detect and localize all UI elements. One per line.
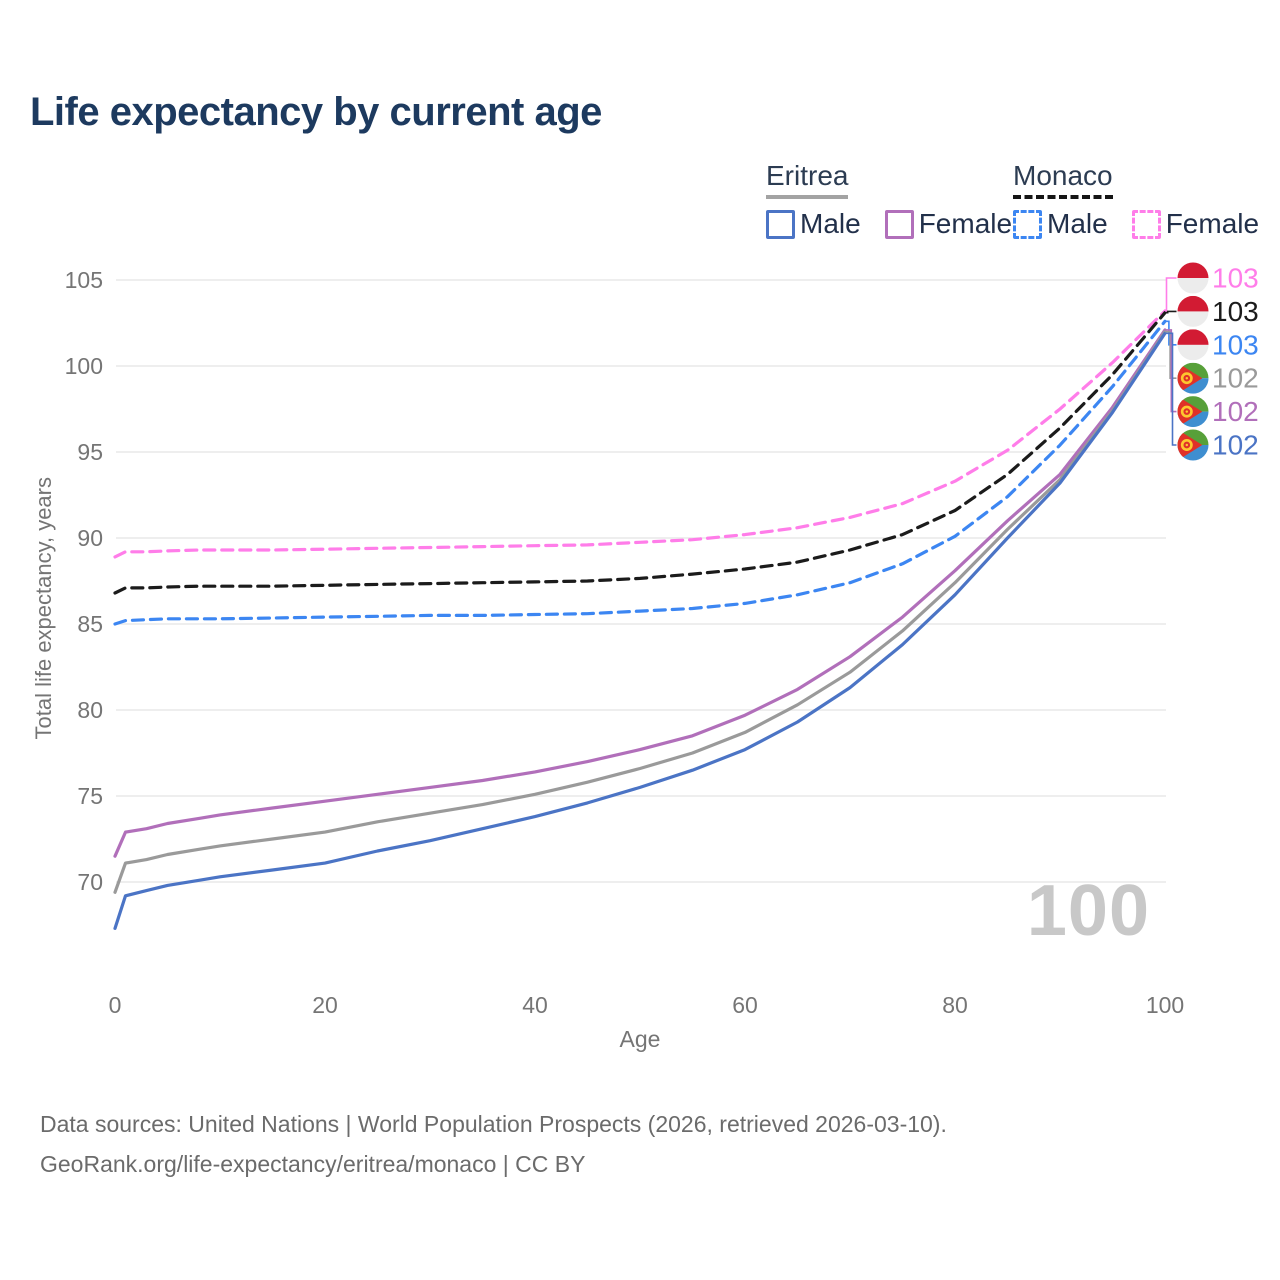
end-label-value: 102 [1212, 363, 1259, 394]
y-axis-title: Total life expectancy, years [31, 477, 56, 740]
legend-group-title-eritrea: Eritrea [766, 160, 849, 199]
x-tick-label: 20 [312, 992, 338, 1018]
legend-item-label: Male [1047, 208, 1108, 239]
legend-item-monaco-female[interactable]: Female [1131, 208, 1260, 240]
series-line-monaco_both [113, 311, 1167, 595]
monaco-male-swatch-icon [1013, 209, 1042, 239]
legend-item-label: Female [918, 208, 1013, 239]
x-tick-label: 40 [522, 992, 548, 1018]
end-label-connector [1165, 310, 1177, 314]
y-tick-label: 105 [65, 267, 103, 293]
end-label-value: 103 [1212, 263, 1259, 294]
series-line-eritrea_both [113, 330, 1167, 894]
y-tick-label: 100 [65, 353, 103, 379]
x-tick-label: 0 [109, 992, 122, 1018]
eritrea-flag-icon [1177, 362, 1209, 394]
y-tick-label: 75 [77, 783, 103, 809]
legend-group-monaco: Monaco Male Female [1013, 160, 1280, 240]
end-label-connector [1165, 329, 1177, 413]
monaco-flag-icon [1177, 329, 1209, 361]
eritrea-male-swatch-icon [766, 209, 795, 239]
footer: Data sources: United Nations | World Pop… [40, 1104, 947, 1184]
x-tick-label: 80 [942, 992, 968, 1018]
eritrea-flag-icon [1177, 396, 1209, 428]
end-label-value: 102 [1212, 396, 1259, 427]
monaco-female-swatch-icon [1131, 209, 1161, 239]
eritrea-female-swatch-icon [884, 209, 914, 239]
footer-sources: Data sources: United Nations | World Pop… [40, 1111, 947, 1137]
eritrea-flag-icon [1177, 429, 1209, 461]
y-tick-label: 70 [77, 869, 103, 895]
legend-group-eritrea: Eritrea Male Female [766, 160, 1036, 240]
series-line-eritrea_female [113, 328, 1167, 858]
legend-group-title-monaco: Monaco [1013, 160, 1113, 199]
monaco-flag-icon [1177, 295, 1209, 327]
legend-item-eritrea-male[interactable]: Male [766, 208, 861, 240]
series-line-eritrea_male [113, 331, 1167, 930]
x-tick-label: 60 [732, 992, 758, 1018]
y-tick-label: 95 [77, 439, 103, 465]
x-axis-title: Age [619, 1026, 661, 1052]
legend-item-monaco-male[interactable]: Male [1013, 208, 1108, 240]
series-line-monaco_male [113, 319, 1167, 626]
end-label-connector [1165, 332, 1177, 446]
end-label-value: 102 [1212, 430, 1259, 461]
footer-attribution: GeoRank.org/life-expectancy/eritrea/mona… [40, 1151, 586, 1177]
series-line-monaco_female [113, 309, 1167, 559]
x-tick-label: 100 [1146, 992, 1184, 1018]
legend-item-label: Male [800, 208, 861, 239]
page-title: Life expectancy by current age [30, 90, 602, 134]
end-label-connector [1165, 277, 1177, 312]
legend-item-eritrea-female[interactable]: Female [884, 208, 1013, 240]
y-tick-label: 80 [77, 697, 103, 723]
legend-item-label: Female [1165, 208, 1260, 239]
y-tick-label: 85 [77, 611, 103, 637]
y-tick-label: 90 [77, 525, 103, 551]
end-label-value: 103 [1212, 296, 1259, 327]
monaco-flag-icon [1177, 262, 1209, 294]
age-indicator-watermark: 100 [1026, 871, 1150, 951]
end-label-value: 103 [1212, 329, 1259, 360]
